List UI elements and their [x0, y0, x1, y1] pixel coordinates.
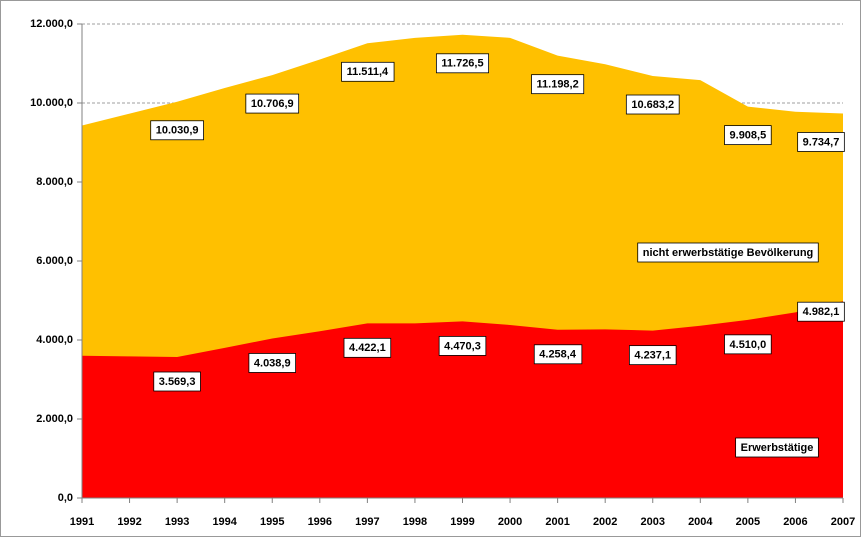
series-label-text: nicht erwerbstätige Bevölkerung	[643, 247, 814, 259]
x-tick-label: 2004	[688, 516, 713, 528]
value-label-box	[343, 337, 392, 358]
y-tick-label: 2.000,0	[36, 413, 73, 425]
value-label: 4.470,3	[438, 336, 487, 356]
x-tick-label: 1991	[70, 516, 94, 528]
x-tick-label: 2003	[641, 516, 665, 528]
y-tick-label: 12.000,0	[30, 18, 73, 30]
y-tick-label: 6.000,0	[36, 255, 73, 267]
value-label: 9.908,5	[724, 125, 772, 146]
x-tick-label: 2005	[736, 516, 760, 528]
value-label: 4.422,1	[343, 337, 392, 358]
value-label-box	[628, 345, 677, 366]
value-label: 11.511,4	[341, 61, 395, 82]
value-label-box	[438, 336, 487, 356]
value-label-text: 9.908,5	[730, 130, 767, 142]
value-label: 4.237,1	[628, 345, 677, 366]
value-label-text: 4.510,0	[730, 339, 767, 351]
value-label-text: 11.511,4	[347, 66, 389, 78]
value-label: 11.198,2	[531, 74, 585, 95]
x-tick-label: 1992	[117, 516, 141, 528]
x-tick-label: 2000	[498, 516, 522, 528]
x-tick-label: 2007	[831, 516, 855, 528]
series-label: nicht erwerbstätige Bevölkerung	[637, 242, 819, 263]
series-label-text: Erwerbstätige	[741, 442, 814, 454]
value-label: 4.038,9	[248, 353, 297, 373]
value-label-text: 4.422,1	[349, 342, 386, 354]
series-label-box	[637, 242, 819, 263]
value-label-box	[435, 53, 490, 74]
value-label-box	[797, 132, 845, 152]
value-label-box	[724, 334, 772, 355]
value-label-box	[341, 61, 395, 82]
y-tick-label: 8.000,0	[36, 176, 73, 188]
value-label-box	[797, 301, 845, 322]
value-label: 11.726,5	[435, 53, 490, 74]
value-label: 3.569,3	[153, 371, 201, 392]
value-label-text: 10.030,9	[156, 125, 199, 137]
value-label-text: 10.683,2	[631, 99, 674, 111]
value-label-box	[724, 125, 772, 146]
value-label: 4.982,1	[797, 301, 845, 322]
value-label-box	[625, 94, 680, 115]
value-label-text: 4.237,1	[634, 350, 671, 362]
series-label-box	[735, 437, 819, 458]
value-label-text: 4.470,3	[444, 340, 481, 352]
value-label-text: 11.726,5	[441, 58, 483, 70]
x-tick-label: 2001	[545, 516, 569, 528]
x-tick-label: 2002	[593, 516, 617, 528]
x-tick-label: 1993	[165, 516, 189, 528]
value-label-text: 10.706,9	[251, 98, 294, 110]
value-label-box	[533, 344, 583, 365]
x-tick-label: 1997	[355, 516, 379, 528]
value-label: 10.683,2	[625, 94, 680, 115]
value-label: 4.258,4	[533, 344, 583, 365]
x-tick-label: 2006	[783, 516, 807, 528]
value-label-text: 9.734,7	[803, 136, 840, 148]
value-label-box	[245, 93, 300, 114]
x-tick-label: 1999	[450, 516, 474, 528]
value-label-text: 11.198,2	[537, 79, 579, 91]
y-tick-label: 10.000,0	[30, 97, 73, 109]
value-label-box	[248, 353, 297, 373]
x-tick-label: 1998	[403, 516, 427, 528]
value-label-box	[531, 74, 585, 95]
series-label: Erwerbstätige	[735, 437, 819, 458]
value-label: 10.706,9	[245, 93, 300, 114]
x-tick-label: 1995	[260, 516, 284, 528]
y-tick-label: 4.000,0	[36, 334, 73, 346]
value-label-box	[150, 120, 204, 141]
value-label-text: 4.258,4	[539, 349, 577, 361]
value-label: 10.030,9	[150, 120, 204, 141]
value-label-text: 4.982,1	[803, 306, 840, 318]
value-label: 9.734,7	[797, 132, 845, 152]
value-label: 4.510,0	[724, 334, 772, 355]
x-tick-label: 1994	[212, 516, 237, 528]
value-label-text: 3.569,3	[159, 376, 196, 388]
x-tick-label: 1996	[308, 516, 332, 528]
y-tick-label: 0,0	[58, 492, 73, 504]
value-label-text: 4.038,9	[254, 357, 291, 369]
value-label-box	[153, 371, 201, 392]
